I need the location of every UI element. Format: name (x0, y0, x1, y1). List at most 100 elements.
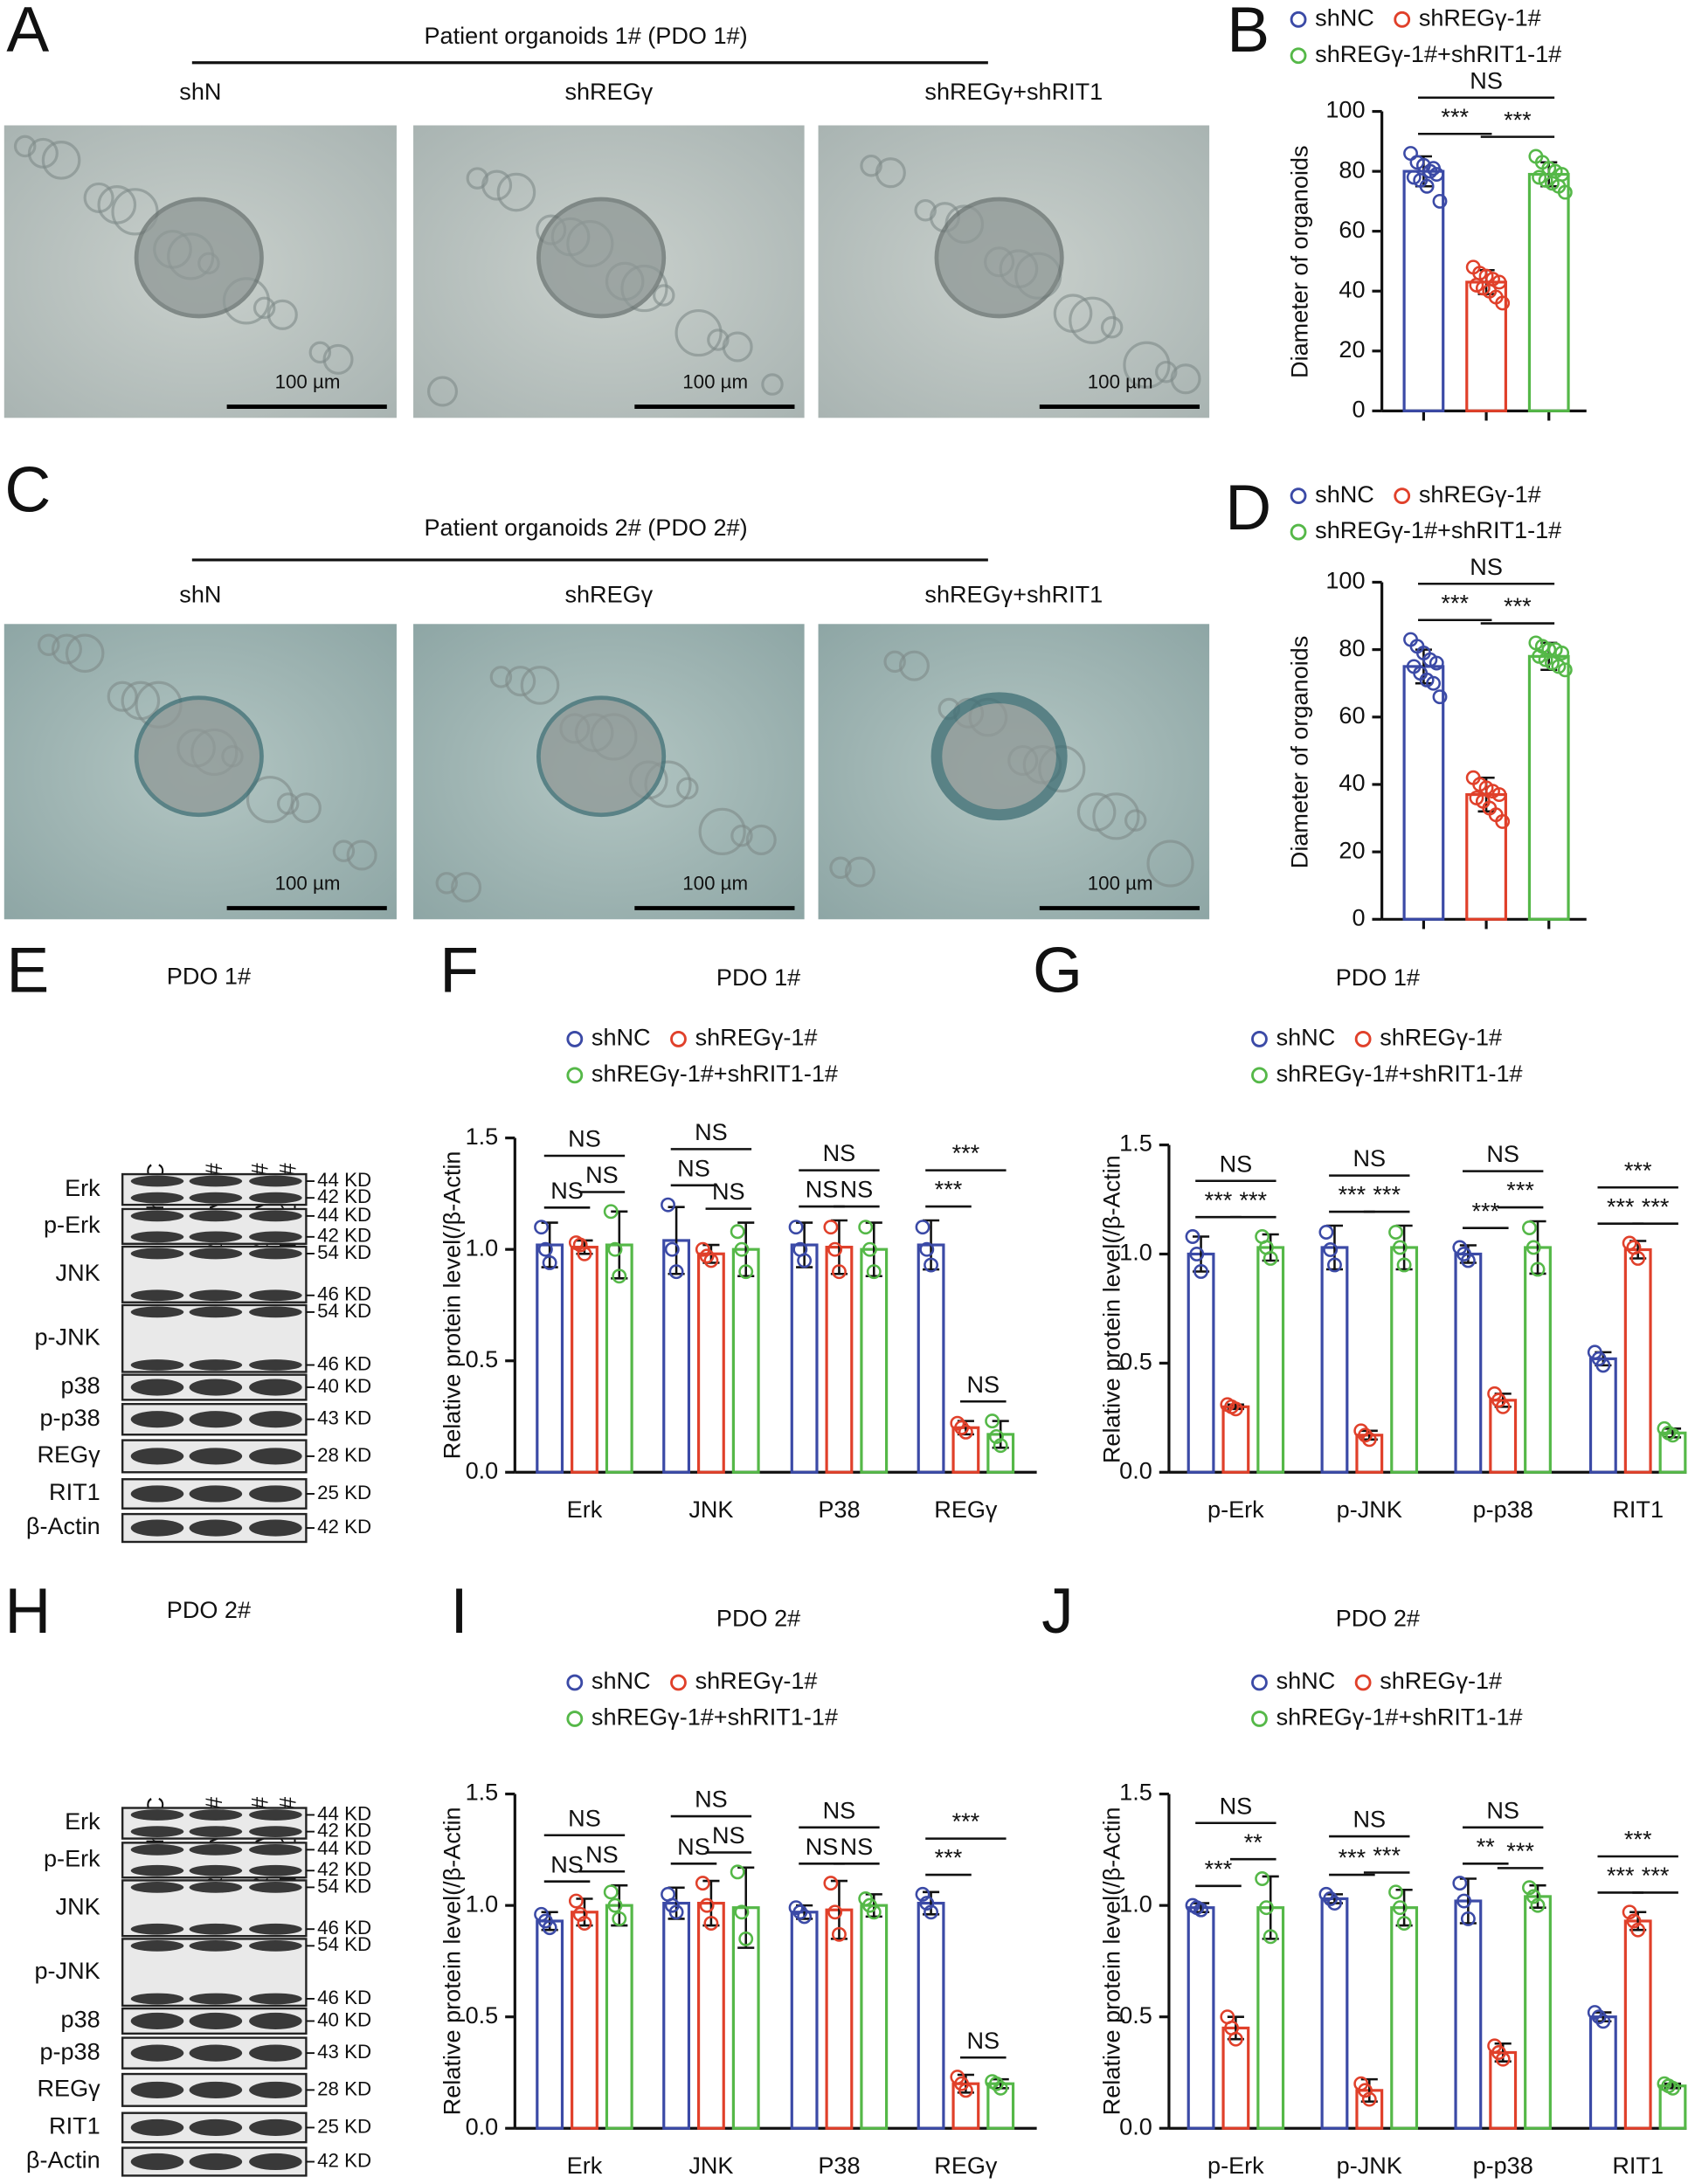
significance-label: *** (1624, 1157, 1652, 1184)
band (249, 1519, 302, 1537)
y-tick-label: 1.0 (466, 1890, 499, 1917)
data-point (542, 1255, 557, 1270)
band (249, 1993, 302, 2005)
data-point (1530, 1897, 1546, 1913)
significance-label: NS (712, 1178, 745, 1205)
band (130, 1248, 184, 1260)
significance-label: *** (1205, 1855, 1233, 1882)
data-point (1630, 1922, 1646, 1938)
y-tick-label: 0 (1352, 903, 1365, 930)
band (189, 2118, 243, 2136)
x-tick-label: Erk (567, 1496, 603, 1523)
size-label: 25 KD (317, 1482, 371, 1503)
band (249, 1175, 302, 1187)
legend-marker (1251, 1067, 1268, 1084)
y-tick-label: 1.5 (1119, 1130, 1152, 1157)
data-point (827, 1241, 843, 1257)
band (189, 1379, 243, 1396)
data-point (1530, 1261, 1546, 1277)
band (189, 1826, 243, 1837)
significance-label: NS (677, 1154, 710, 1181)
size-label: 42 KD (317, 1858, 371, 1880)
data-point (1327, 1896, 1342, 1911)
cell (489, 666, 513, 688)
band (189, 1210, 243, 1222)
data-point (1495, 2051, 1511, 2067)
bar (696, 1901, 725, 2130)
chart-title: PDO 1# (1336, 964, 1420, 991)
cell (253, 296, 276, 320)
group-label: shREGγ (564, 78, 653, 105)
band (249, 1379, 302, 1396)
bar (1658, 2084, 1687, 2130)
data-point (1361, 1432, 1377, 1448)
cell (675, 308, 723, 357)
data-point (915, 1220, 931, 1235)
legend-label: shNC (1315, 3, 1374, 31)
size-label: 54 KD (317, 1875, 371, 1897)
panel-label: I (450, 1575, 467, 1647)
bar (1256, 1906, 1285, 2130)
data-point (1587, 2005, 1602, 2021)
y-tick-label: 1.0 (1119, 1239, 1152, 1266)
bar (917, 1901, 945, 2130)
row-title: Patient organoids 1# (PDO 1#) (425, 22, 748, 49)
x-tick-label: REGγ (934, 1496, 998, 1523)
data-point (954, 1420, 970, 1435)
data-point (993, 2080, 1008, 2096)
band (130, 1939, 184, 1952)
bar (1390, 1906, 1419, 2130)
band (130, 1519, 184, 1537)
x-tick-label: JNK (688, 2152, 733, 2179)
data-point (797, 1909, 813, 1925)
organoid (536, 197, 667, 319)
legend-marker (566, 1031, 584, 1047)
bar (825, 1246, 854, 1474)
size-label: 40 KD (317, 1375, 371, 1397)
data-point (668, 1904, 684, 1920)
band (189, 1359, 243, 1371)
band (189, 1923, 243, 1935)
x-tick-label: P38 (818, 1496, 860, 1523)
data-point (1193, 1902, 1209, 1918)
legend-marker (1251, 1031, 1268, 1047)
data-point (866, 1264, 882, 1280)
band (130, 1448, 184, 1465)
significance-label: *** (1504, 106, 1532, 133)
data-point (603, 1884, 619, 1900)
y-tick-label: 0.0 (466, 1456, 499, 1483)
significance-label: NS (966, 2027, 1000, 2054)
bar (1186, 1906, 1215, 2130)
band (249, 1248, 302, 1260)
y-tick-label: 40 (1339, 275, 1365, 302)
bar (986, 2082, 1015, 2130)
cell (1076, 792, 1117, 832)
significance-label: *** (1504, 592, 1532, 619)
y-tick-label: 100 (1325, 567, 1365, 594)
blot-row-label: p38 (61, 1372, 100, 1399)
data-point (832, 1264, 847, 1280)
significance-label: *** (1642, 1862, 1670, 1889)
data-point (1460, 1253, 1476, 1268)
y-tick-label: 0.5 (466, 1345, 499, 1372)
size-label: 42 KD (317, 1185, 371, 1207)
bar (1623, 1919, 1652, 2130)
data-point (1491, 787, 1507, 802)
bar (1320, 1246, 1349, 1474)
cell (426, 376, 459, 407)
band (249, 1192, 302, 1204)
y-tick-label: 0.5 (1119, 2001, 1152, 2028)
data-point (1622, 1235, 1637, 1251)
cell (1069, 296, 1117, 344)
cell (745, 824, 777, 855)
cell (308, 341, 332, 364)
cell (898, 650, 930, 681)
blot-row-label: p-p38 (39, 2037, 100, 2064)
size-label: 25 KD (317, 2115, 371, 2137)
data-point (1526, 1889, 1541, 1904)
data-point (703, 1916, 719, 1931)
cell (107, 681, 138, 712)
significance-label: NS (823, 1796, 856, 1823)
